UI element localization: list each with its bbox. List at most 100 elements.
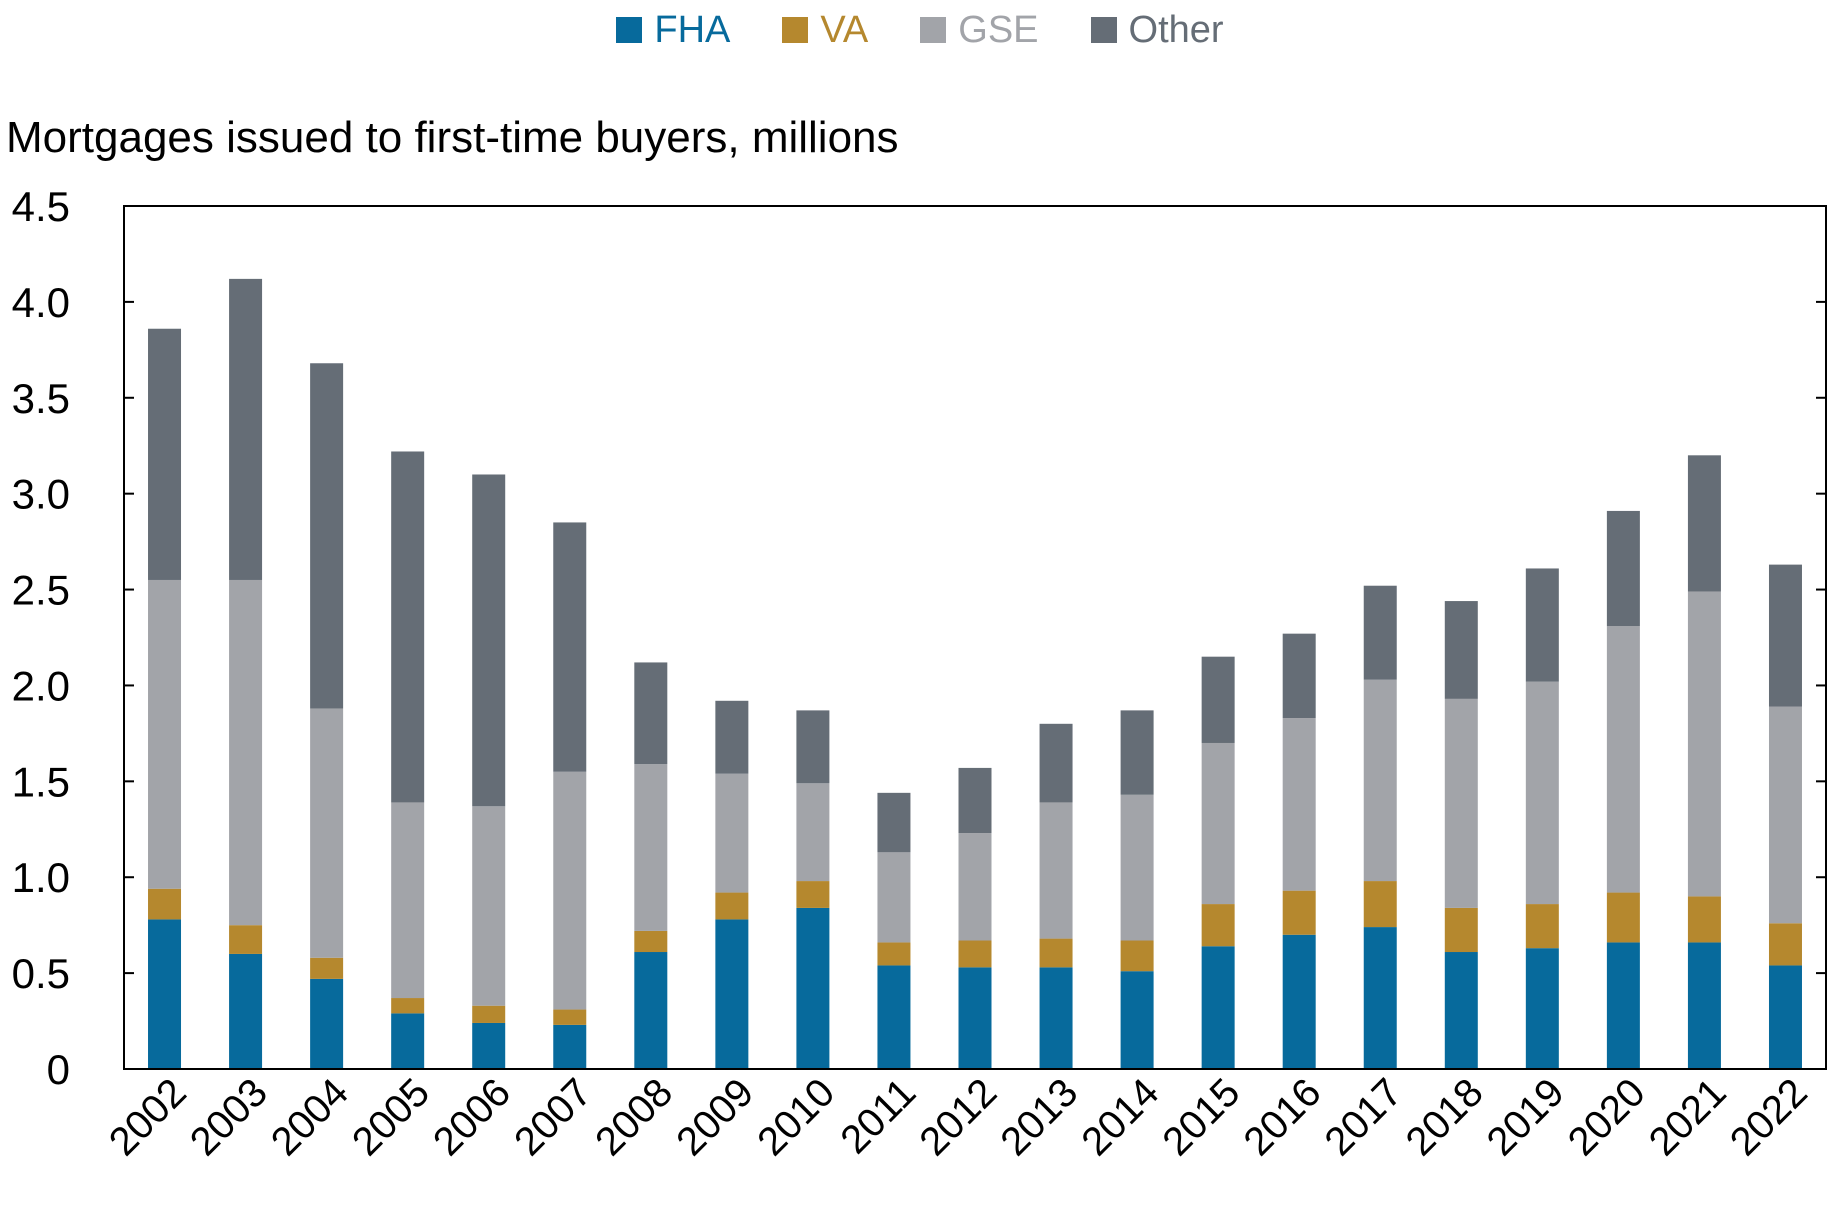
bar-other-2016 [1282, 633, 1316, 719]
bar-fha-2004 [310, 978, 344, 1069]
x-tick-label-2013: 2013 [992, 1070, 1086, 1164]
bar-other-2013 [1039, 723, 1073, 803]
bar-gse-2013 [1039, 802, 1073, 939]
bar-va-2018 [1444, 907, 1478, 953]
bar-gse-2005 [391, 802, 425, 999]
bar-gse-2015 [1201, 742, 1235, 905]
x-tick-label-2015: 2015 [1154, 1070, 1248, 1164]
y-tick-label-0.5: 0.5 [12, 950, 70, 997]
bar-gse-2021 [1687, 591, 1721, 897]
bar-fha-2014 [1120, 971, 1154, 1069]
bar-va-2010 [796, 881, 830, 908]
x-tick-label-2018: 2018 [1398, 1070, 1492, 1164]
bar-va-2016 [1282, 890, 1316, 935]
bar-va-2019 [1525, 904, 1559, 949]
bar-other-2011 [877, 792, 911, 853]
bar-other-2019 [1525, 568, 1559, 682]
legend-item-gse: GSE [920, 8, 1039, 52]
y-tick-label-0: 0 [47, 1046, 70, 1093]
bar-va-2012 [958, 940, 992, 968]
bar-gse-2009 [715, 773, 749, 893]
bar-va-2004 [310, 957, 344, 979]
bar-fha-2006 [472, 1022, 506, 1069]
bars-layer [148, 278, 1802, 1069]
y-tick-labels: 0 0.5 1.0 1.5 2.0 2.5 3.0 3.5 4.0 4.5 [12, 183, 70, 1093]
bar-other-2007 [553, 522, 587, 772]
bar-gse-2019 [1525, 681, 1559, 905]
bar-gse-2007 [553, 771, 587, 1010]
y-tick-label-2.5: 2.5 [12, 567, 70, 614]
bar-gse-2012 [958, 833, 992, 941]
bar-other-2008 [634, 662, 668, 765]
y-tick-label-4.5: 4.5 [12, 183, 70, 230]
x-tick-label-2002: 2002 [101, 1070, 195, 1164]
bar-fha-2022 [1768, 965, 1802, 1069]
x-tick-label-2005: 2005 [344, 1070, 438, 1164]
x-tick-label-2019: 2019 [1479, 1070, 1573, 1164]
y-tick-label-2.0: 2.0 [12, 662, 70, 709]
legend-label-fha: FHA [654, 8, 731, 51]
bar-va-2021 [1687, 896, 1721, 943]
bar-fha-2008 [634, 952, 668, 1069]
bar-gse-2016 [1282, 718, 1316, 891]
legend-item-other: Other [1090, 8, 1224, 52]
bar-fha-2015 [1201, 946, 1235, 1069]
y-tick-label-3.5: 3.5 [12, 375, 70, 422]
bar-other-2020 [1606, 510, 1640, 626]
x-tick-label-2014: 2014 [1073, 1070, 1167, 1164]
bar-other-2005 [391, 451, 425, 803]
bar-va-2022 [1768, 923, 1802, 966]
bar-other-2002 [148, 328, 182, 580]
x-tick-label-2020: 2020 [1560, 1070, 1654, 1164]
bar-fha-2020 [1606, 942, 1640, 1069]
bar-other-2022 [1768, 564, 1802, 707]
y-tick-label-4.0: 4.0 [12, 279, 70, 326]
legend-swatch-fha [616, 17, 643, 43]
bar-other-2018 [1444, 601, 1478, 699]
bar-fha-2016 [1282, 934, 1316, 1069]
bar-va-2005 [391, 998, 425, 1014]
x-tick-label-2022: 2022 [1722, 1070, 1816, 1164]
bar-va-2006 [472, 1005, 506, 1023]
legend-swatch-gse [920, 17, 947, 43]
y-tick-label-1.5: 1.5 [12, 758, 70, 805]
bar-fha-2002 [148, 919, 182, 1069]
bar-va-2020 [1606, 892, 1640, 943]
bar-other-2015 [1201, 656, 1235, 743]
bar-fha-2009 [715, 919, 749, 1069]
bar-other-2006 [472, 474, 506, 807]
x-tick-label-2007: 2007 [506, 1070, 600, 1164]
bar-va-2013 [1039, 938, 1073, 968]
plot-frame [123, 205, 1827, 1070]
x-tick-label-2004: 2004 [263, 1070, 357, 1164]
bar-fha-2019 [1525, 948, 1559, 1069]
bar-other-2012 [958, 767, 992, 834]
bar-gse-2003 [229, 579, 263, 926]
legend-item-fha: FHA [616, 9, 730, 52]
legend-label-other: Other [1128, 8, 1224, 51]
x-tick-label-2016: 2016 [1236, 1070, 1330, 1164]
bar-other-2010 [796, 710, 830, 784]
bar-fha-2010 [796, 907, 830, 1069]
bar-fha-2007 [553, 1024, 587, 1069]
bar-va-2002 [148, 888, 182, 920]
bar-other-2004 [310, 363, 344, 709]
bar-fha-2018 [1444, 952, 1478, 1069]
bar-va-2003 [229, 925, 263, 954]
bar-gse-2004 [310, 708, 344, 958]
bar-va-2017 [1363, 881, 1397, 928]
x-tick-label-2012: 2012 [911, 1070, 1005, 1164]
bar-gse-2014 [1120, 794, 1154, 941]
bar-va-2014 [1120, 940, 1154, 972]
bar-gse-2008 [634, 764, 668, 931]
x-tick-label-2017: 2017 [1317, 1070, 1411, 1164]
legend-swatch-va [782, 17, 809, 43]
bar-gse-2020 [1606, 625, 1640, 893]
bar-other-2003 [229, 278, 263, 580]
x-tick-labels: 2002200320042005200620072008200920102011… [101, 1070, 1816, 1164]
x-tick-label-2011: 2011 [832, 1070, 924, 1162]
legend-swatch-other [1090, 17, 1117, 43]
x-tick-label-2008: 2008 [587, 1070, 681, 1164]
legend-label-gse: GSE [958, 8, 1039, 51]
